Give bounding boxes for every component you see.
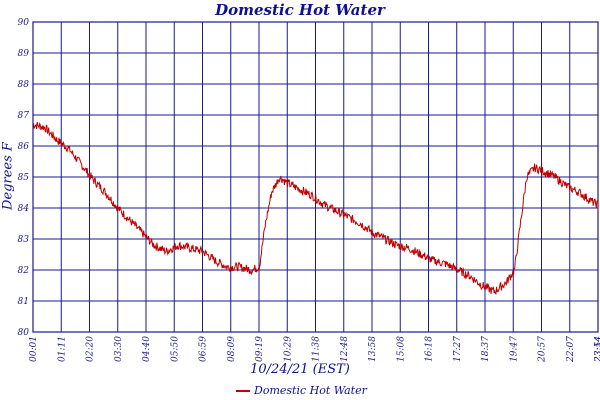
x-tick-label: 22:07 — [566, 336, 576, 363]
x-tick-label: 18:37 — [481, 336, 491, 362]
x-tick-label: 20:57 — [538, 336, 548, 363]
y-tick-label: 89 — [18, 49, 30, 59]
legend-label: Domestic Hot Water — [254, 384, 367, 397]
y-tick-label: 87 — [18, 111, 30, 121]
x-tick-label: 16:18 — [425, 336, 435, 362]
x-tick-label: 12:48 — [340, 336, 350, 362]
x-tick-label: 11:38 — [312, 336, 322, 362]
y-tick-label: 82 — [18, 266, 30, 276]
x-tick-label: 03:30 — [114, 336, 124, 362]
chart-title: Domestic Hot Water — [215, 1, 385, 19]
x-tick-label: 10:29 — [283, 336, 293, 362]
y-tick-label: 90 — [18, 18, 30, 28]
x-tick-label: 02:20 — [86, 336, 96, 362]
x-tick-label: 15:08 — [396, 336, 406, 362]
x-tick-label: 06:59 — [199, 336, 209, 362]
y-tick-label: 80 — [18, 328, 30, 338]
x-tick-label: 05:50 — [170, 336, 180, 362]
legend-swatch — [236, 390, 250, 392]
x-tick-label: 23:14 — [594, 336, 600, 363]
x-tick-label: 23:54 — [594, 336, 600, 363]
x-tick-label: 08:09 — [227, 336, 237, 362]
y-tick-label: 88 — [18, 80, 30, 90]
x-tick-label: 00:01 — [29, 336, 39, 362]
x-tick-label: 01:11 — [57, 336, 67, 362]
x-tick-label: 04:40 — [142, 336, 152, 362]
x-tick-label: 09:19 — [255, 336, 265, 362]
y-tick-label: 83 — [18, 235, 30, 245]
x-axis-label: 10/24/21 (EST) — [250, 362, 350, 377]
x-tick-label: 19:47 — [509, 336, 519, 362]
y-tick-label: 81 — [18, 297, 29, 307]
x-tick-label: 13:58 — [368, 336, 378, 362]
y-tick-label: 85 — [18, 173, 30, 183]
series-line-0 — [32, 121, 599, 296]
y-tick-label: 86 — [18, 142, 30, 152]
y-tick-label: 84 — [18, 204, 30, 214]
legend: Domestic Hot Water — [236, 384, 367, 398]
x-tick-label: 17:27 — [453, 336, 463, 362]
